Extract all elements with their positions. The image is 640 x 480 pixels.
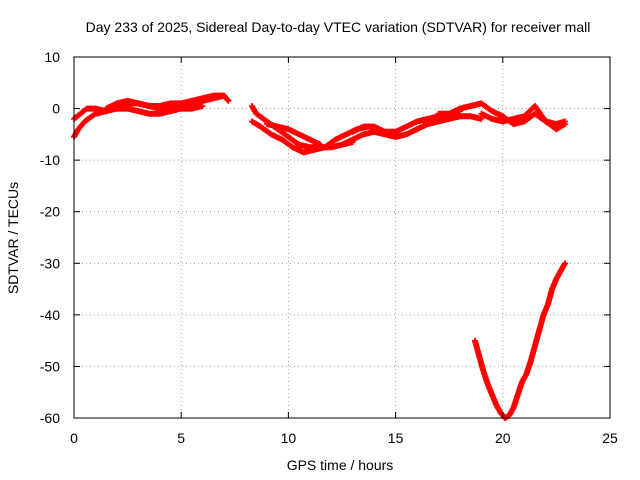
- y-axis-label: SDTVAR / TECUs: [5, 182, 21, 294]
- data-layer: [71, 92, 568, 421]
- series-sat-track-f: [263, 121, 324, 148]
- x-axis-label: GPS time / hours: [287, 457, 394, 473]
- x-tick-label: 15: [388, 430, 404, 446]
- plot-frame: [73, 56, 611, 419]
- data-point: [561, 260, 568, 267]
- y-tick-label: -50: [40, 358, 60, 374]
- chart-title: Day 233 of 2025, Sidereal Day-to-day VTE…: [86, 19, 591, 35]
- x-tick-label: 25: [602, 430, 618, 446]
- y-tick-label: 10: [44, 49, 60, 65]
- series-sat-track-j: [478, 102, 568, 133]
- y-tick-label: -10: [40, 152, 60, 168]
- y-tick-label: -60: [40, 410, 60, 426]
- series-sat-track-c: [103, 92, 232, 112]
- data-point: [199, 102, 206, 109]
- x-tick-label: 10: [281, 430, 297, 446]
- y-tick-label: 0: [52, 101, 60, 117]
- data-point: [224, 96, 231, 103]
- y-tick-label: -40: [40, 307, 60, 323]
- data-point: [561, 121, 568, 128]
- data-point: [478, 115, 485, 122]
- data-point: [317, 141, 324, 148]
- series-sat-track-g: [339, 113, 485, 148]
- series-sat-track-b: [71, 102, 206, 140]
- x-tick-label: 5: [177, 430, 185, 446]
- axis-layer: 0 5 10 15 20 25 10 0 -10 -20 -30 -40 -50 -60: [40, 49, 618, 446]
- y-tick-label: -20: [40, 204, 60, 220]
- series-sat-track-dip: [471, 260, 568, 421]
- x-tick-label: 20: [495, 430, 511, 446]
- y-tick-label: -30: [40, 255, 60, 271]
- data-point: [225, 97, 232, 104]
- x-tick-label: 0: [70, 430, 78, 446]
